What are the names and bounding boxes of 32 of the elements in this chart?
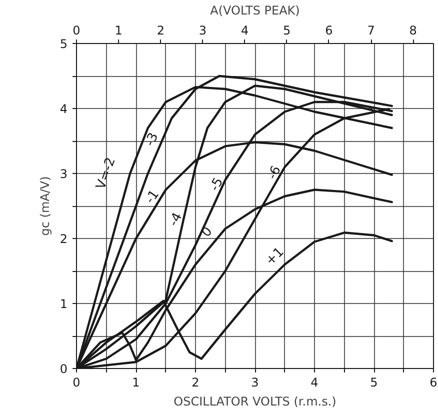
x-tick-label: 4 (310, 376, 318, 390)
y-tick-label: 4 (60, 102, 68, 116)
x2-tick-label: 6 (325, 24, 333, 38)
x-tick-label: 1 (132, 376, 140, 390)
y-tick-label: 3 (60, 167, 68, 181)
y-tick-label: 2 (60, 232, 68, 246)
x-tick-label: 5 (370, 376, 378, 390)
y-tick-label: 5 (60, 37, 68, 51)
x2-tick-label: 4 (240, 24, 249, 38)
x2-tick-label: 5 (283, 24, 291, 38)
text: -6 (265, 164, 284, 182)
text: -3 (142, 130, 162, 149)
x2-tick-label: 3 (198, 24, 207, 38)
x-tick-label: 0 (72, 376, 80, 390)
y-tick-label: 0 (60, 362, 68, 376)
x2-axis-title: A(VOLTS PEAK) (210, 4, 300, 18)
x2-tick-label: 1 (114, 24, 122, 38)
x-tick-label: 3 (251, 376, 259, 390)
x-tick-label: 6 (430, 376, 438, 390)
text: -5 (207, 175, 227, 194)
text: V=-2 (94, 156, 119, 192)
y-tick-label: 1 (60, 297, 68, 311)
x-tick-label: 2 (192, 376, 200, 390)
x2-tick-label: 0 (72, 24, 80, 38)
x2-tick-label: 2 (156, 24, 164, 38)
text: +1 (263, 244, 288, 269)
y-axis-title: gc (mA/V) (38, 176, 52, 236)
x-axis-title: OSCILLATOR VOLTS (r.m.s.) (174, 394, 336, 408)
text: -1 (142, 187, 163, 207)
text: -4 (166, 210, 186, 229)
x2-tick-label: 8 (409, 24, 417, 38)
x2-tick-label: 7 (367, 24, 375, 38)
